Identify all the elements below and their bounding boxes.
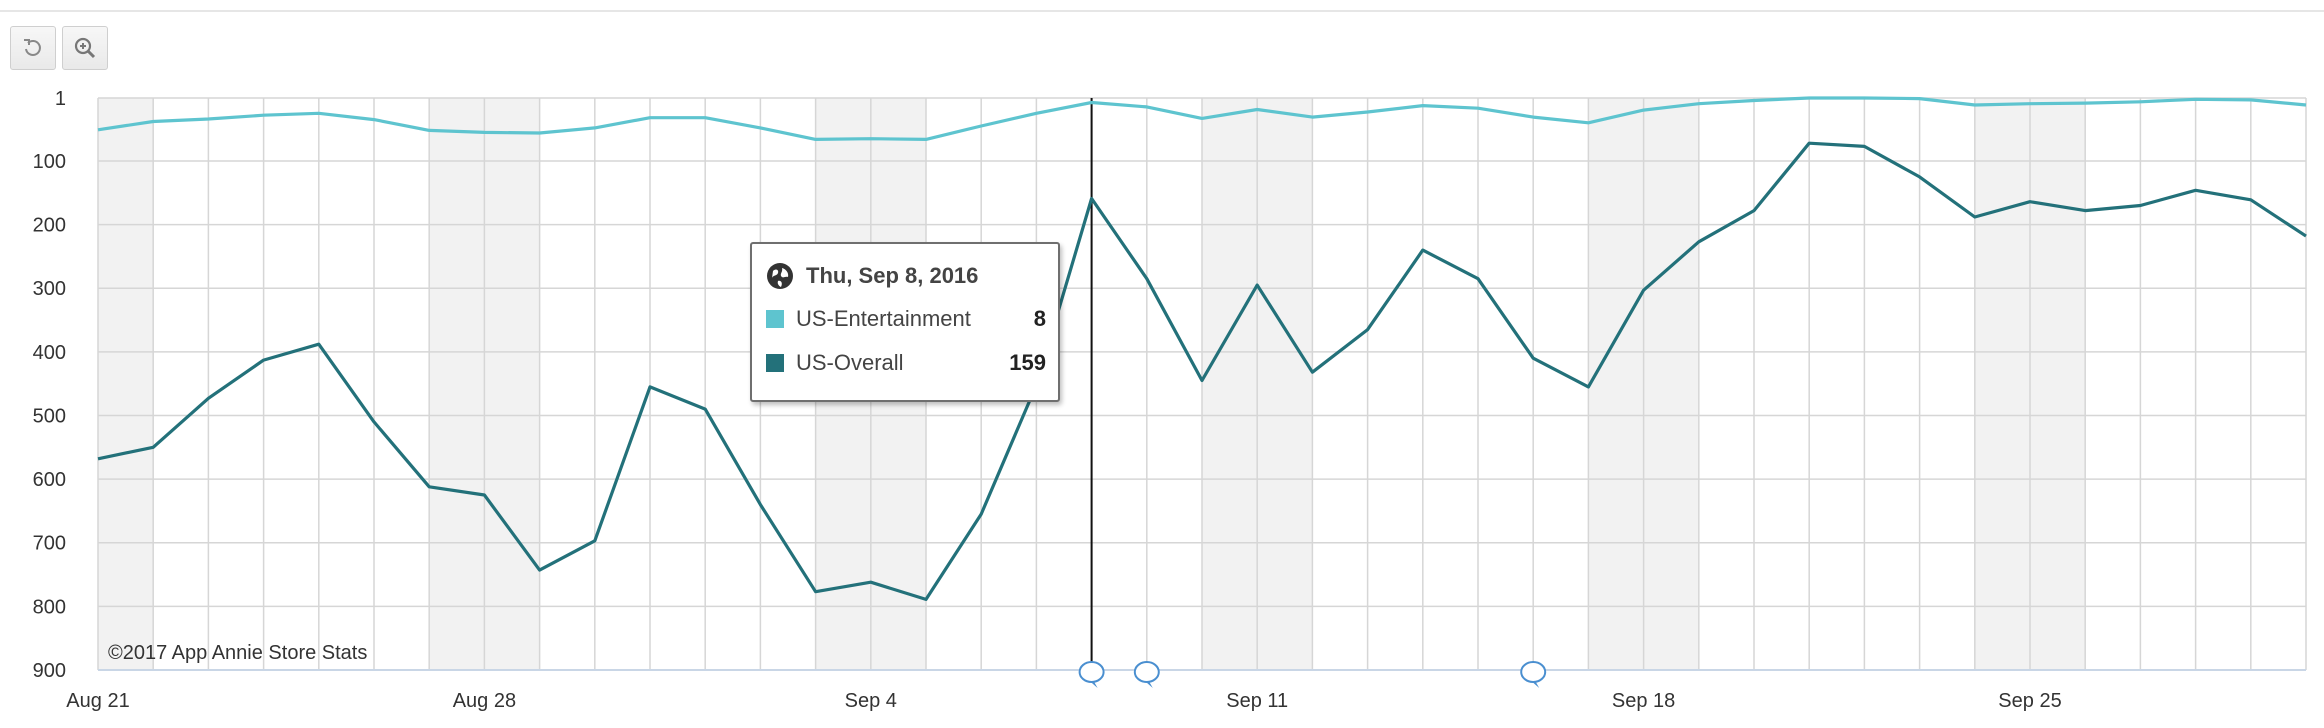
marker-tail xyxy=(1531,681,1540,688)
entertainment-swatch xyxy=(766,310,784,328)
x-tick-label: Sep 11 xyxy=(1226,690,1288,712)
marker-bubble xyxy=(1520,661,1547,683)
tooltip-row-entertainment: US-Entertainment 8 xyxy=(766,306,1046,332)
undo-icon xyxy=(24,39,41,56)
globe-icon xyxy=(767,263,793,289)
series-line-overall xyxy=(97,141,2307,602)
x-tick-label: Aug 21 xyxy=(66,690,129,712)
y-tick-label: 300 xyxy=(33,278,66,300)
tooltip-date: Thu, Sep 8, 2016 xyxy=(806,263,979,288)
overall-swatch xyxy=(766,354,784,372)
y-tick-label: 500 xyxy=(33,405,66,427)
tooltip-series-name: US-Entertainment xyxy=(796,306,971,331)
x-tick-label: Sep 18 xyxy=(1612,690,1675,712)
grid-lines xyxy=(97,97,2307,671)
x-axis-ticks: Aug 21 Aug 28 Sep 4 Sep 11 Sep 18 Sep 25 xyxy=(66,690,2061,712)
tooltip-series-value: 159 xyxy=(1009,350,1046,375)
marker-bubble xyxy=(1133,661,1160,683)
tooltip: Thu, Sep 8, 2016 US-Entertainment 8 US-O… xyxy=(750,242,1060,402)
marker-tail xyxy=(1089,681,1098,688)
credit-text: ©2017 App Annie Store Stats xyxy=(108,642,367,664)
y-tick-label: 1 xyxy=(55,88,66,110)
series-lines xyxy=(97,96,2307,602)
x-tick-label: Sep 25 xyxy=(1998,690,2061,712)
y-tick-label: 800 xyxy=(33,596,66,618)
x-tick-label: Aug 28 xyxy=(453,690,516,712)
tooltip-series-name: US-Overall xyxy=(796,350,904,375)
reset-zoom-button[interactable] xyxy=(10,26,56,70)
y-tick-label: 600 xyxy=(33,469,66,491)
tooltip-header: Thu, Sep 8, 2016 xyxy=(766,262,978,290)
annotation-markers xyxy=(1078,661,1547,688)
tooltip-series-value: 8 xyxy=(1033,306,1046,331)
zoom-button[interactable] xyxy=(62,26,108,70)
marker-tail xyxy=(1144,681,1153,688)
weekend-band xyxy=(98,98,154,670)
top-divider xyxy=(0,10,2324,12)
y-tick-label: 700 xyxy=(33,533,66,555)
tooltip-row-overall: US-Overall 159 xyxy=(766,350,1046,376)
y-tick-label: 900 xyxy=(33,660,66,682)
marker-bubble xyxy=(1078,661,1105,683)
annotation-marker[interactable] xyxy=(1133,661,1160,688)
series-line-entertainment xyxy=(97,96,2307,141)
annotation-marker[interactable] xyxy=(1520,661,1547,688)
zoom-in-icon xyxy=(74,37,96,59)
y-axis-ticks: 1 100 200 300 400 500 600 700 800 900 xyxy=(33,88,66,682)
y-tick-label: 100 xyxy=(33,151,66,173)
y-tick-label: 400 xyxy=(33,342,66,364)
y-tick-label: 200 xyxy=(33,215,66,237)
x-tick-label: Sep 4 xyxy=(845,690,897,712)
chart-toolbar xyxy=(10,26,108,70)
annotation-marker[interactable] xyxy=(1078,661,1105,688)
